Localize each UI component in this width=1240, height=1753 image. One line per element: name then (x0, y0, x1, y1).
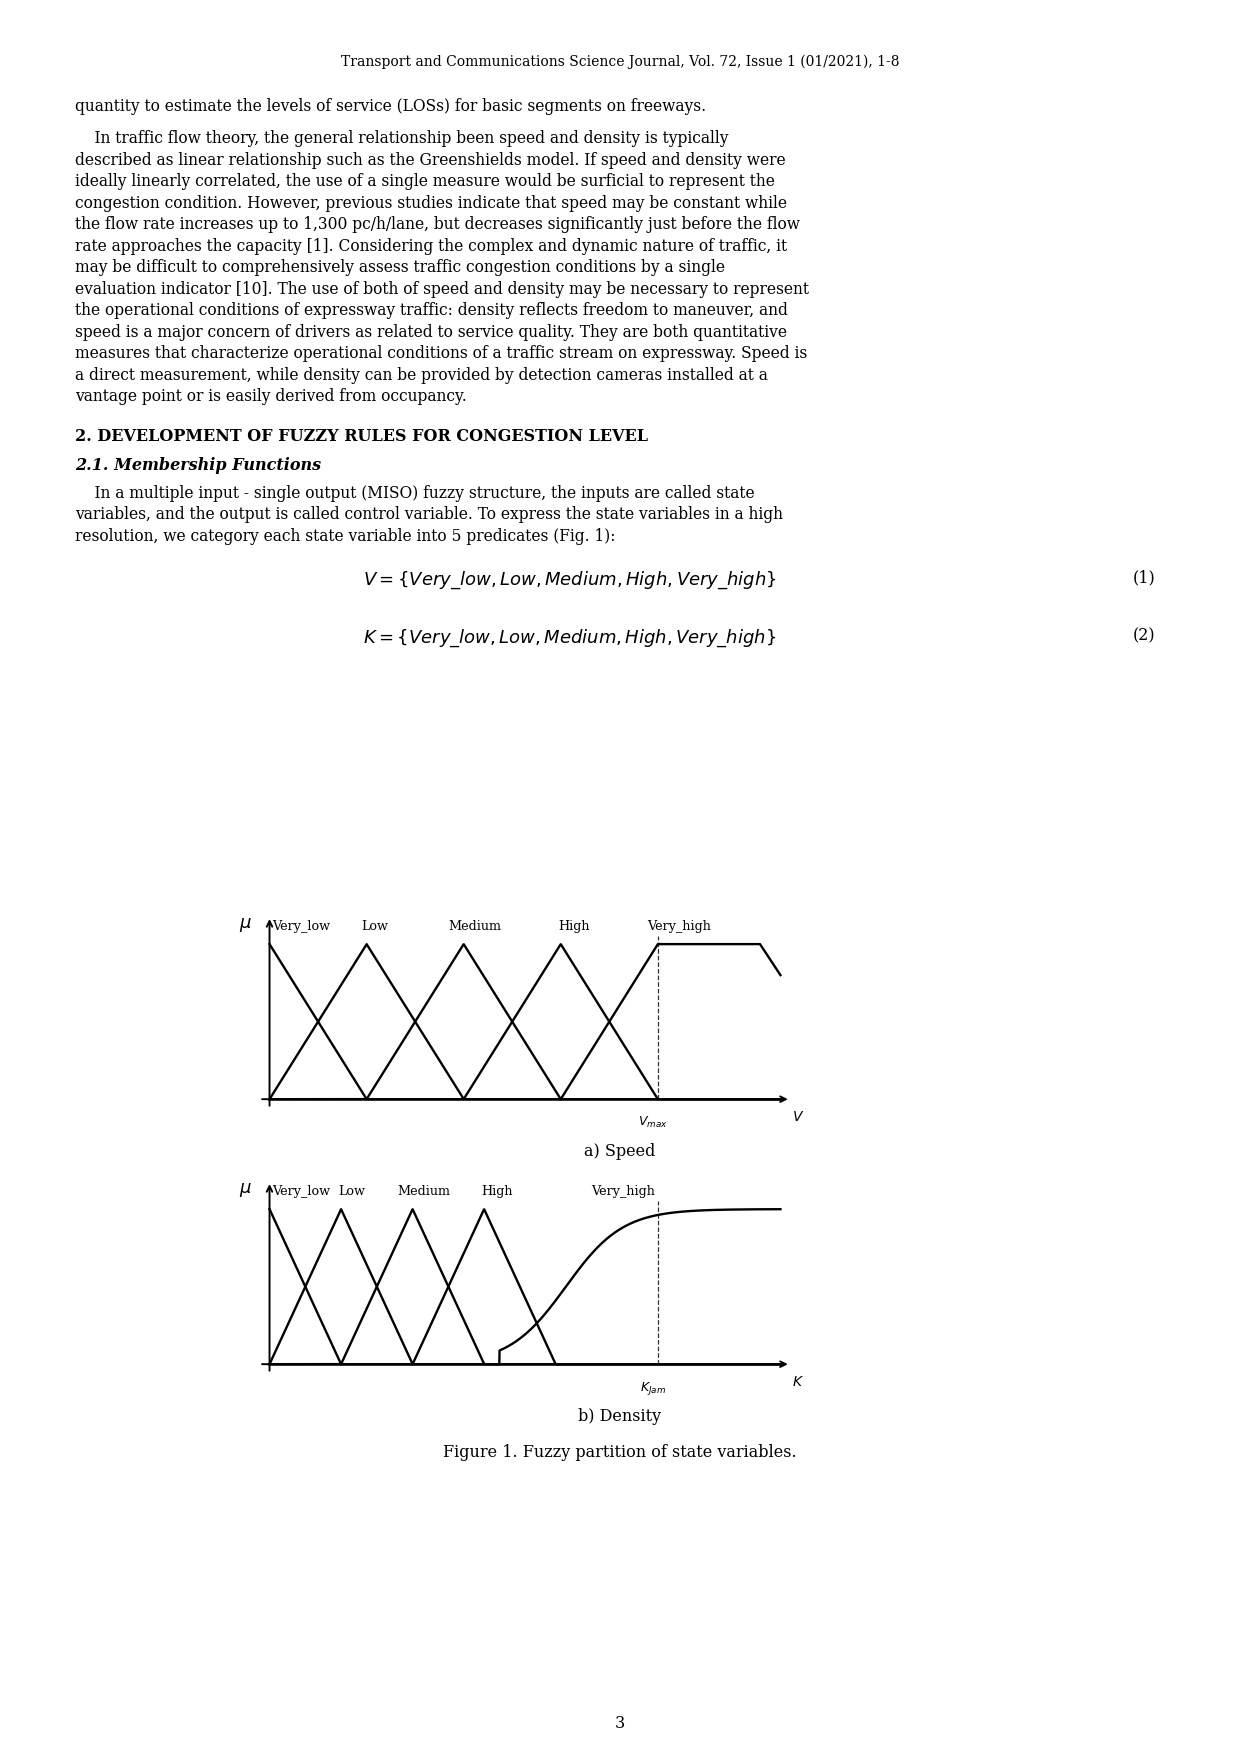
Text: rate approaches the capacity [1]. Considering the complex and dynamic nature of : rate approaches the capacity [1]. Consid… (74, 237, 787, 254)
Text: Medium: Medium (449, 920, 501, 933)
Text: Very_low: Very_low (272, 1185, 330, 1199)
Text: speed is a major concern of drivers as related to service quality. They are both: speed is a major concern of drivers as r… (74, 324, 787, 340)
Text: 2. DEVELOPMENT OF FUZZY RULES FOR CONGESTION LEVEL: 2. DEVELOPMENT OF FUZZY RULES FOR CONGES… (74, 428, 649, 445)
Text: (2): (2) (1132, 628, 1154, 643)
Text: may be difficult to comprehensively assess traffic congestion conditions by a si: may be difficult to comprehensively asse… (74, 259, 725, 275)
Text: $V_{max}$: $V_{max}$ (637, 1115, 667, 1129)
Text: b) Density: b) Density (578, 1408, 662, 1425)
Text: the flow rate increases up to 1,300 pc/h/lane, but decreases significantly just : the flow rate increases up to 1,300 pc/h… (74, 216, 800, 233)
Text: described as linear relationship such as the Greenshields model. If speed and de: described as linear relationship such as… (74, 151, 786, 168)
Text: Medium: Medium (397, 1185, 450, 1199)
Text: 2.1. Membership Functions: 2.1. Membership Functions (74, 458, 321, 473)
Text: vantage point or is easily derived from occupancy.: vantage point or is easily derived from … (74, 387, 466, 405)
Text: Very_high: Very_high (647, 920, 712, 933)
Text: measures that characterize operational conditions of a traffic stream on express: measures that characterize operational c… (74, 345, 807, 363)
Text: ideally linearly correlated, the use of a single measure would be surficial to r: ideally linearly correlated, the use of … (74, 174, 775, 189)
Text: $\mu$: $\mu$ (239, 1182, 252, 1199)
Text: (1): (1) (1132, 570, 1154, 586)
Text: Low: Low (362, 920, 388, 933)
Text: $\mu$: $\mu$ (239, 917, 252, 934)
Text: Very_high: Very_high (591, 1185, 655, 1199)
Text: evaluation indicator [10]. The use of both of speed and density may be necessary: evaluation indicator [10]. The use of bo… (74, 280, 808, 298)
Text: a direct measurement, while density can be provided by detection cameras install: a direct measurement, while density can … (74, 366, 768, 384)
Text: resolution, we category each state variable into 5 predicates (Fig. 1):: resolution, we category each state varia… (74, 528, 615, 545)
Text: Figure 1. Fuzzy partition of state variables.: Figure 1. Fuzzy partition of state varia… (443, 1444, 797, 1460)
Text: In traffic flow theory, the general relationship been speed and density is typic: In traffic flow theory, the general rela… (74, 130, 729, 147)
Text: $K_{Jam}$: $K_{Jam}$ (640, 1380, 666, 1397)
Text: Very_low: Very_low (272, 920, 330, 933)
Text: congestion condition. However, previous studies indicate that speed may be const: congestion condition. However, previous … (74, 195, 787, 212)
Text: Transport and Communications Science Journal, Vol. 72, Issue 1 (01/2021), 1-8: Transport and Communications Science Jou… (341, 54, 899, 70)
Text: $K$: $K$ (792, 1374, 805, 1388)
Text: a) Speed: a) Speed (584, 1143, 656, 1160)
Text: High: High (481, 1185, 513, 1199)
Text: $V$: $V$ (792, 1110, 805, 1124)
Text: Low: Low (339, 1185, 366, 1199)
Text: variables, and the output is called control variable. To express the state varia: variables, and the output is called cont… (74, 507, 782, 522)
Text: quantity to estimate the levels of service (LOSs) for basic segments on freeways: quantity to estimate the levels of servi… (74, 98, 706, 116)
Text: 3: 3 (615, 1714, 625, 1732)
Text: the operational conditions of expressway traffic: density reflects freedom to ma: the operational conditions of expressway… (74, 302, 787, 319)
Text: In a multiple input - single output (MISO) fuzzy structure, the inputs are calle: In a multiple input - single output (MIS… (74, 484, 755, 501)
Text: $K = \{Very\_low, Low, Medium, High, Very\_high\}$: $K = \{Very\_low, Low, Medium, High, Ver… (363, 628, 776, 649)
Text: $V = \{Very\_low, Low, Medium, High, Very\_high\}$: $V = \{Very\_low, Low, Medium, High, Ver… (363, 570, 777, 591)
Text: High: High (558, 920, 590, 933)
